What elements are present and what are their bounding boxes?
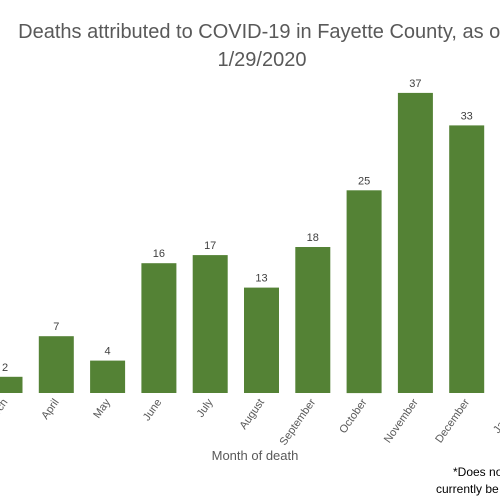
chart-title-line1: Deaths attributed to COVID-19 in Fayette… bbox=[18, 21, 500, 43]
x-tick-july: July bbox=[195, 396, 216, 419]
chart-title-line2: 1/29/2020 bbox=[218, 49, 307, 71]
footnote-line1: *Does no bbox=[453, 465, 500, 479]
bar-november bbox=[397, 92, 433, 394]
bar-october bbox=[346, 190, 382, 394]
bar-may bbox=[90, 360, 126, 393]
x-tick-november: November bbox=[382, 397, 421, 446]
data-label-december: 33 bbox=[461, 110, 473, 122]
x-tick-august: August bbox=[237, 397, 266, 432]
bar-august bbox=[244, 287, 279, 393]
data-label-may: 4 bbox=[105, 346, 111, 358]
x-tick-october: October bbox=[337, 397, 369, 436]
footnote-line2: currently be bbox=[436, 482, 499, 496]
bar-april bbox=[38, 336, 74, 393]
x-tick-december: December bbox=[433, 397, 472, 446]
data-label-march: 2 bbox=[2, 362, 8, 374]
bars-group bbox=[0, 92, 485, 394]
bar-september bbox=[295, 247, 331, 393]
bar-march bbox=[0, 376, 23, 393]
data-label-april: 7 bbox=[53, 321, 59, 333]
data-label-october: 25 bbox=[358, 175, 370, 187]
x-tick-april: April bbox=[39, 397, 61, 422]
data-label-july: 17 bbox=[204, 240, 216, 252]
x-tick-september: September bbox=[278, 397, 319, 448]
x-tick-march: March bbox=[0, 397, 10, 429]
x-tick-june: June bbox=[141, 397, 165, 423]
data-label-june: 16 bbox=[153, 248, 165, 260]
x-tick-may: May bbox=[91, 396, 113, 420]
bar-december bbox=[449, 125, 485, 394]
data-label-november: 37 bbox=[409, 78, 421, 90]
bar-june bbox=[141, 263, 177, 393]
data-label-september: 18 bbox=[307, 232, 319, 244]
data-labels-group: 2 7 4 16 17 13 18 25 37 33 bbox=[2, 78, 473, 374]
x-tick-labels-group: March April May June July August September Octo… bbox=[0, 396, 500, 447]
data-label-august: 13 bbox=[255, 273, 267, 285]
bar-july bbox=[192, 255, 228, 393]
x-axis-title: Month of death bbox=[212, 448, 299, 463]
x-tick-january: January bbox=[491, 396, 500, 435]
